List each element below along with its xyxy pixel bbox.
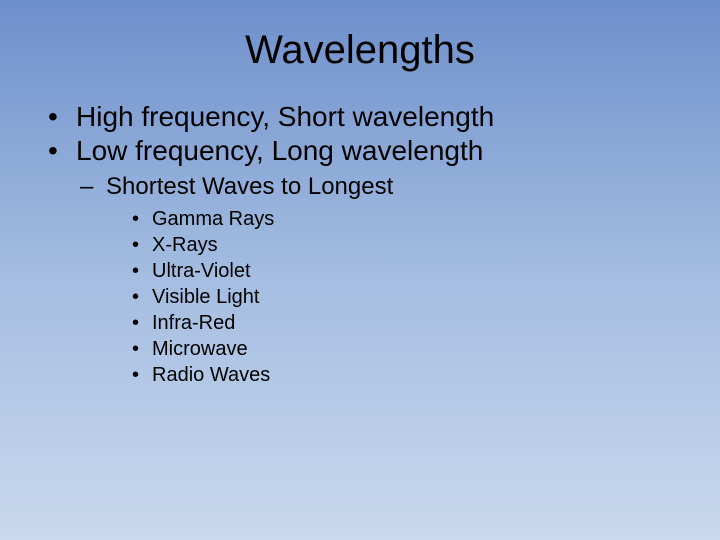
bullet-level3: • Visible Light bbox=[132, 285, 720, 310]
bullet-marker-dot-icon: • bbox=[132, 233, 152, 258]
slide-title: Wavelengths bbox=[0, 20, 720, 73]
bullet-level3: • Radio Waves bbox=[132, 363, 720, 388]
bullet-text: Visible Light bbox=[152, 285, 259, 310]
bullet-text: Microwave bbox=[152, 337, 248, 362]
bullet-marker-dot-icon: • bbox=[48, 101, 76, 133]
bullet-marker-dot-icon: • bbox=[132, 285, 152, 310]
bullet-level3: • Ultra-Violet bbox=[132, 259, 720, 284]
bullet-level3: • Microwave bbox=[132, 337, 720, 362]
bullet-text: Gamma Rays bbox=[152, 207, 274, 232]
bullet-marker-dot-icon: • bbox=[132, 337, 152, 362]
bullet-text: Shortest Waves to Longest bbox=[106, 173, 393, 201]
bullet-level3: • Gamma Rays bbox=[132, 207, 720, 232]
bullet-level3: • Infra-Red bbox=[132, 311, 720, 336]
bullet-text: Radio Waves bbox=[152, 363, 270, 388]
bullet-marker-dash-icon: – bbox=[80, 173, 106, 201]
bullet-text: X-Rays bbox=[152, 233, 218, 258]
bullet-text: Infra-Red bbox=[152, 311, 235, 336]
bullet-level2: – Shortest Waves to Longest bbox=[80, 173, 720, 201]
bullet-text: Ultra-Violet bbox=[152, 259, 251, 284]
slide: Wavelengths • High frequency, Short wave… bbox=[0, 0, 720, 540]
bullet-marker-dot-icon: • bbox=[132, 259, 152, 284]
bullet-text: Low frequency, Long wavelength bbox=[76, 135, 483, 167]
bullet-level1: • High frequency, Short wavelength bbox=[48, 101, 720, 133]
bullet-marker-dot-icon: • bbox=[132, 363, 152, 388]
bullet-level1: • Low frequency, Long wavelength bbox=[48, 135, 720, 167]
bullet-marker-dot-icon: • bbox=[48, 135, 76, 167]
bullet-text: High frequency, Short wavelength bbox=[76, 101, 494, 133]
bullet-marker-dot-icon: • bbox=[132, 311, 152, 336]
bullet-marker-dot-icon: • bbox=[132, 207, 152, 232]
bullet-level3: • X-Rays bbox=[132, 233, 720, 258]
